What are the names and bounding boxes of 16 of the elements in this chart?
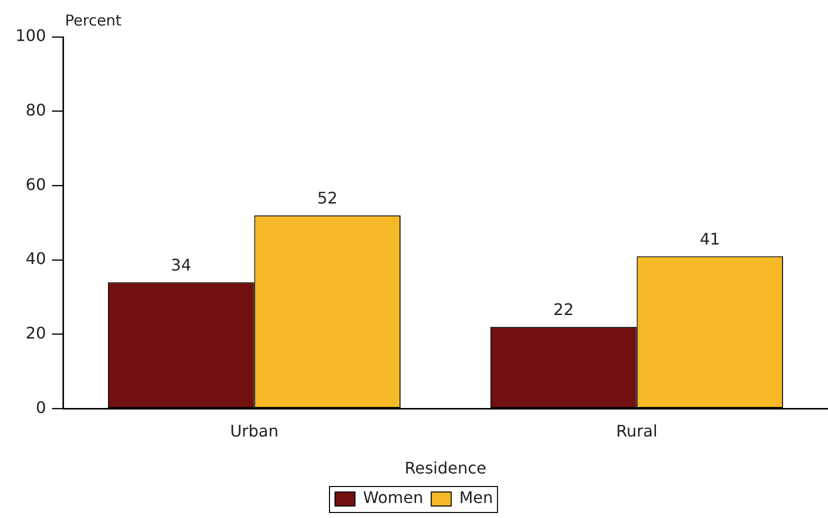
y-tick-label: 60 xyxy=(26,174,46,194)
y-tick-label: 20 xyxy=(26,323,46,342)
x-axis-title: Residence xyxy=(404,458,486,478)
y-axis-title: Percent xyxy=(65,11,122,30)
x-tick-label: Urban xyxy=(230,421,278,440)
y-tick-label: 80 xyxy=(26,100,46,120)
legend-label: Men xyxy=(459,488,494,508)
legend-label: Women xyxy=(362,488,424,508)
data-label: 52 xyxy=(317,188,338,208)
y-tick-label: 100 xyxy=(15,26,46,46)
y-tick-label: 0 xyxy=(36,398,46,417)
x-tick-label: Rural xyxy=(616,421,658,440)
data-label: 34 xyxy=(170,255,192,274)
y-tick-label: 40 xyxy=(26,249,46,268)
data-label: 22 xyxy=(553,300,574,320)
data-label: 41 xyxy=(700,229,720,248)
